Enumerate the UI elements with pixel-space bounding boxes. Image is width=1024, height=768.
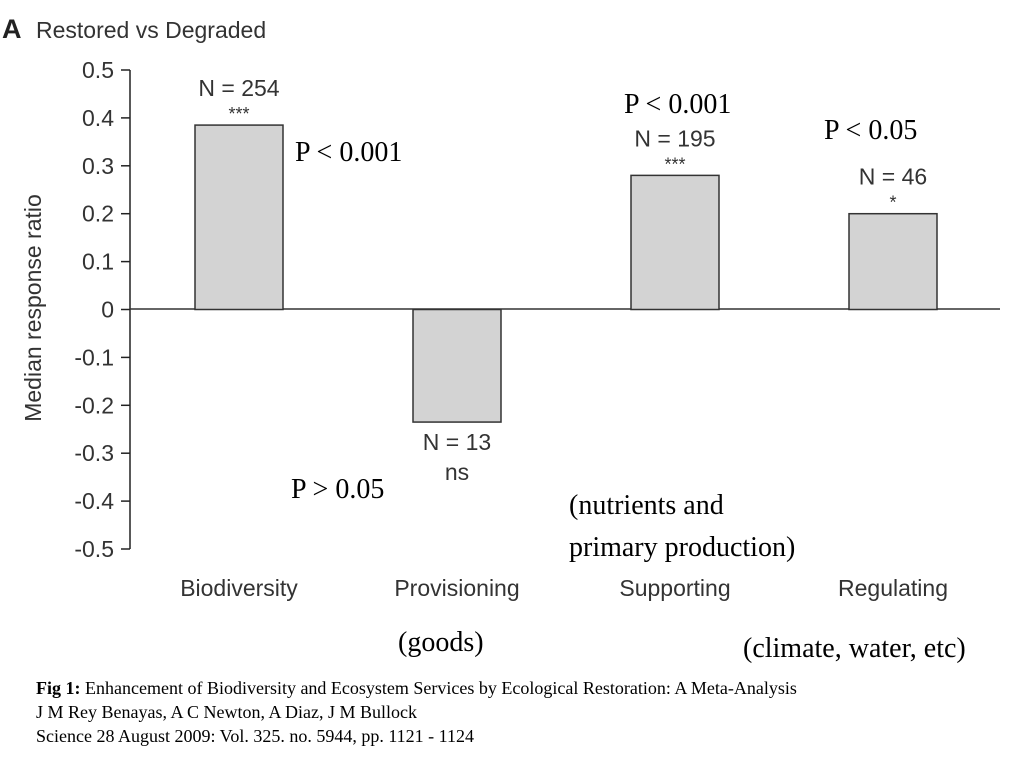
panel-letter: A <box>2 14 22 44</box>
supporting-description-line1: (nutrients and <box>569 490 724 521</box>
bar-significance-label: *** <box>228 104 249 124</box>
bar-provisioning <box>412 308 502 423</box>
y-tick-label: 0.5 <box>82 57 114 83</box>
x-category-label: Biodiversity <box>180 575 298 601</box>
figure-caption: Fig 1: Enhancement of Biodiversity and E… <box>36 676 1016 748</box>
p-value-biodiversity: P < 0.001 <box>295 137 402 168</box>
y-axis: 0.5 0.4 0.3 0.2 0.1 0 -0.1 -0.2 -0.3 -0.4 -0.5 <box>74 57 131 562</box>
regulating-description: (climate, water, etc) <box>743 633 966 664</box>
supporting-description-line2: primary production) <box>569 532 795 563</box>
bar-labels-group: N = 254 *** N = 13 ns N = 195 *** N = 46 * <box>198 75 927 485</box>
bar-n-label: N = 46 <box>859 164 927 190</box>
bar-significance-label: ns <box>445 459 469 485</box>
panel-title: Restored vs Degraded <box>36 17 266 43</box>
x-category-label: Regulating <box>838 575 948 601</box>
bar-biodiversity <box>194 124 284 311</box>
x-category-label: Supporting <box>619 575 730 601</box>
bar-n-label: N = 254 <box>198 75 279 101</box>
y-tick-label: -0.2 <box>74 392 114 418</box>
caption-citation: Science 28 August 2009: Vol. 325. no. 59… <box>36 726 474 746</box>
bar-n-label: N = 195 <box>634 125 715 151</box>
y-tick-label: -0.4 <box>74 488 114 514</box>
x-labels-group: Biodiversity Provisioning Supporting Regula… <box>180 575 948 601</box>
caption-authors: J M Rey Benayas, A C Newton, A Diaz, J M… <box>36 702 417 722</box>
caption-title-line: Fig 1: Enhancement of Biodiversity and E… <box>36 676 1016 700</box>
y-tick-label: 0.3 <box>82 153 114 179</box>
p-value-regulating: P < 0.05 <box>824 115 917 146</box>
y-tick-label: 0.4 <box>82 105 114 131</box>
p-value-provisioning: P > 0.05 <box>291 474 384 505</box>
bar-n-label: N = 13 <box>423 429 491 455</box>
y-tick-label: -0.5 <box>74 536 114 562</box>
caption-label: Fig 1: <box>36 678 81 698</box>
x-category-label: Provisioning <box>394 575 519 601</box>
p-value-supporting: P < 0.001 <box>624 89 731 120</box>
bar-chart: A Restored vs Degraded Median response r… <box>2 14 1000 664</box>
y-tick-label: 0.1 <box>82 249 114 275</box>
y-tick-label: -0.1 <box>74 344 114 370</box>
bar-significance-label: * <box>889 193 896 213</box>
y-tick-label: 0.2 <box>82 201 114 227</box>
y-axis-label: Median response ratio <box>20 194 46 422</box>
y-tick-label: 0 <box>101 297 114 323</box>
y-tick-label: -0.3 <box>74 440 114 466</box>
bar-significance-label: *** <box>664 154 685 174</box>
caption-title: Enhancement of Biodiversity and Ecosyste… <box>80 678 797 698</box>
bar-regulating <box>848 212 938 311</box>
provisioning-description: (goods) <box>398 627 484 658</box>
bars-group <box>194 124 938 423</box>
bar-supporting <box>630 174 720 311</box>
